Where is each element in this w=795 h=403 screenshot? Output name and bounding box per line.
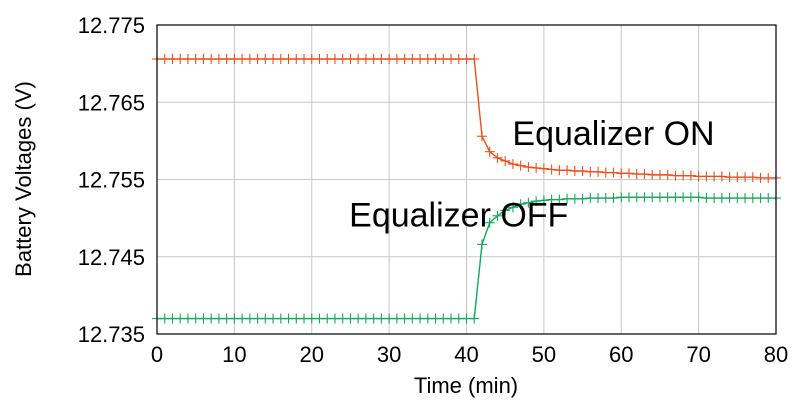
data-point [554, 194, 565, 205]
data-point [476, 131, 487, 142]
data-point [538, 195, 549, 206]
x-tick-label: 70 [686, 342, 710, 367]
data-point [716, 171, 727, 182]
data-point [685, 170, 696, 181]
series-1 [152, 53, 781, 183]
data-point [515, 199, 526, 210]
x-axis-label: Time (min) [414, 373, 518, 398]
x-tick-label: 10 [222, 342, 246, 367]
annotation-label: Equalizer OFF [349, 196, 568, 234]
x-tick-labels: 0 10 20 30 40 50 60 70 80 [151, 342, 788, 367]
data-point [523, 162, 534, 173]
annotation-label: Equalizer ON [512, 115, 714, 153]
x-tick-label: 30 [377, 342, 401, 367]
data-point [469, 313, 480, 324]
data-point [500, 155, 511, 166]
data-point [515, 160, 526, 171]
y-tick-label: 12.755 [78, 168, 145, 193]
data-point [623, 168, 634, 179]
data-point [469, 53, 480, 64]
series-2 [152, 192, 781, 324]
data-point [593, 166, 604, 177]
annotations: Equalizer ON Equalizer OFF [349, 115, 714, 234]
x-tick-label: 40 [454, 342, 478, 367]
data-point [484, 217, 495, 228]
data-point [523, 197, 534, 208]
data-point [484, 146, 495, 157]
data-point [476, 239, 487, 250]
data-point [492, 152, 503, 163]
data-point [538, 163, 549, 174]
y-tick-label: 12.765 [78, 90, 145, 115]
data-point [562, 165, 573, 176]
y-tick-label: 12.745 [78, 245, 145, 270]
x-tick-label: 50 [532, 342, 556, 367]
x-tick-label: 80 [764, 342, 788, 367]
data-point [500, 205, 511, 216]
y-axis-label: Battery Voltages (V) [11, 81, 36, 277]
data-point [577, 193, 588, 204]
data-point [492, 210, 503, 221]
y-tick-labels: 12.735 12.745 12.755 12.765 12.775 [78, 13, 145, 347]
y-tick-label: 12.775 [78, 13, 145, 38]
x-tick-label: 0 [151, 342, 163, 367]
data-point [577, 166, 588, 177]
data-point [507, 202, 518, 213]
x-tick-label: 20 [300, 342, 324, 367]
x-tick-label: 60 [609, 342, 633, 367]
data-point [608, 193, 619, 204]
data-point [608, 167, 619, 178]
data-point [507, 159, 518, 170]
data-point [531, 162, 542, 173]
data-point [693, 192, 704, 203]
data-point [531, 196, 542, 207]
data-point [662, 169, 673, 180]
plot-frame [156, 24, 777, 335]
data-point [639, 169, 650, 180]
data-point [546, 164, 557, 175]
y-tick-label: 12.735 [78, 322, 145, 347]
y-grid [157, 101, 776, 258]
series-layer [152, 53, 781, 324]
data-point [747, 172, 758, 183]
